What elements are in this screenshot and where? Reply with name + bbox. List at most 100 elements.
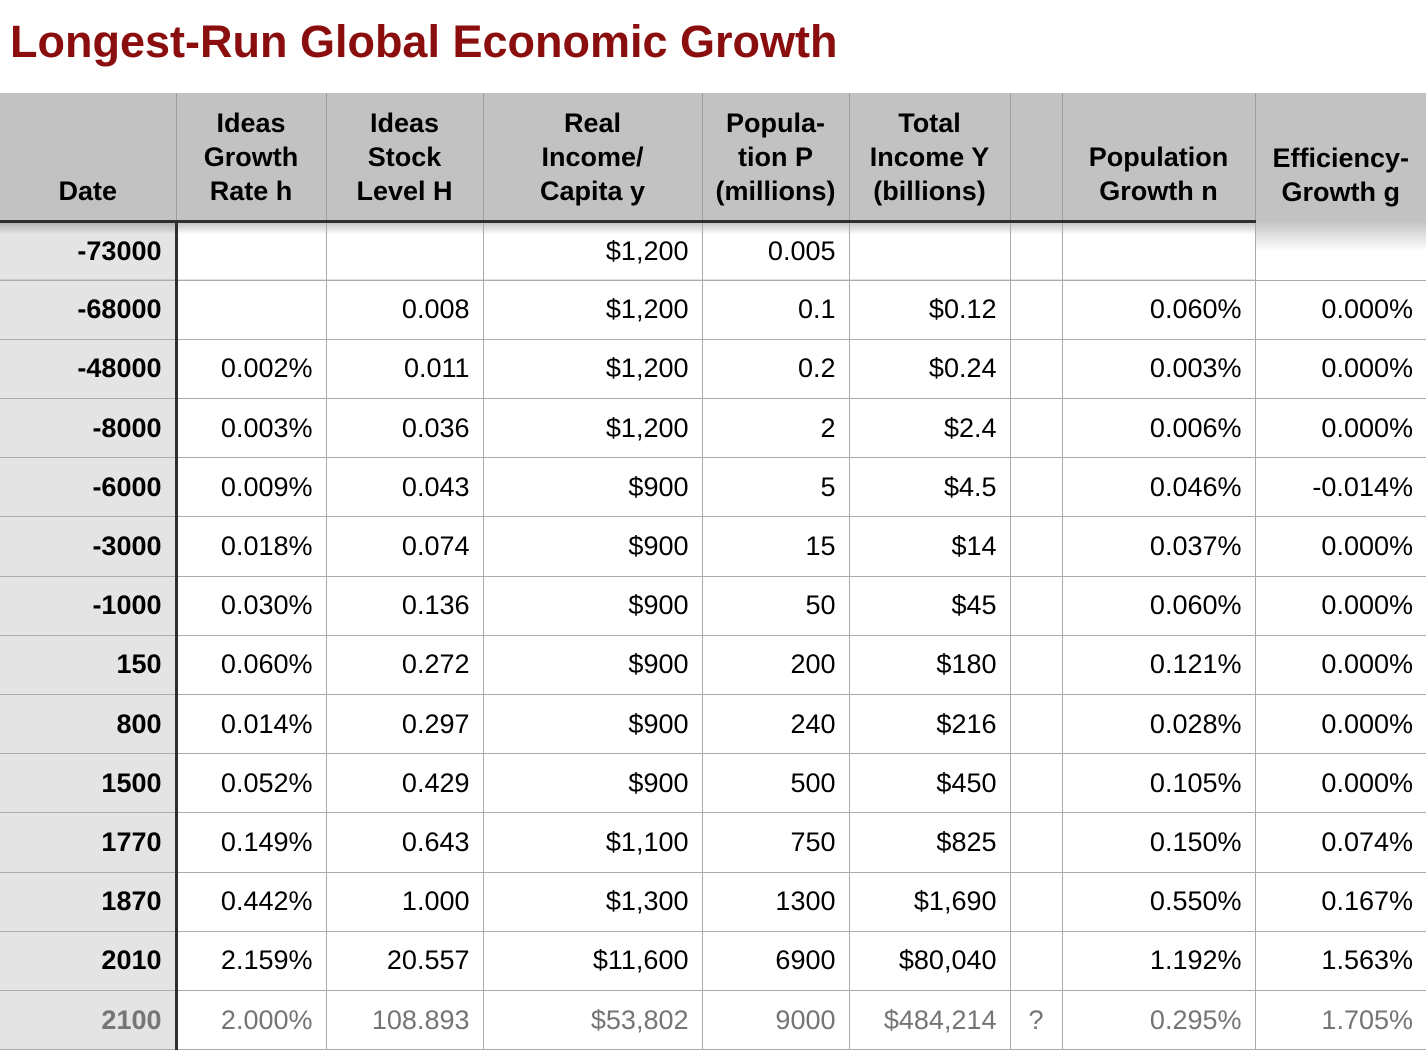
cell-population-millions: 0.005: [701, 221, 849, 281]
cell-ideas-growth-rate-h: 2.159%: [175, 931, 326, 991]
cell-population-growth-n: 0.003%: [1061, 339, 1255, 400]
cell-date: 800: [0, 694, 178, 755]
cell-total-income-billions: $825: [848, 812, 1010, 873]
cell-efficiency-growth-g: 0.074%: [1254, 812, 1426, 873]
cell-population-growth-n: 0.037%: [1061, 516, 1255, 577]
table-row: 1870 0.442% 1.000 $1,300 1300 $1,690 0.550% 0.1…: [0, 872, 1426, 932]
cell-total-income-billions: $1,690: [848, 872, 1010, 932]
cell-ideas-stock-level-H: 0.429: [325, 753, 483, 814]
cell-ideas-growth-rate-h: 0.014%: [175, 694, 326, 755]
cell-efficiency-growth-g: 0.000%: [1254, 635, 1426, 696]
cell-population-millions: 6900: [701, 931, 849, 991]
cell-real-income-per-capita: $1,200: [482, 398, 702, 459]
cell-date: -3000: [0, 516, 178, 577]
cell-real-income-per-capita: $900: [482, 516, 702, 577]
cell-ideas-stock-level-H: 0.643: [325, 812, 483, 873]
cell-total-income-billions: $216: [848, 694, 1010, 755]
cell-ideas-stock-level-H: 0.043: [325, 457, 483, 518]
col-header-ideas-stock-level: Ideas Stock Level H: [325, 93, 483, 223]
cell-spacer: [1009, 457, 1062, 518]
cell-total-income-billions: $2.4: [848, 398, 1010, 459]
cell-real-income-per-capita: $1,200: [482, 339, 702, 400]
cell-ideas-growth-rate-h: 0.003%: [175, 398, 326, 459]
cell-real-income-per-capita: $900: [482, 457, 702, 518]
cell-real-income-per-capita: $53,802: [482, 990, 702, 1051]
cell-population-millions: 1300: [701, 872, 849, 932]
col-header-efficiency-growth: Efficiency- Growth g: [1254, 93, 1426, 221]
cell-efficiency-growth-g: 0.000%: [1254, 398, 1426, 459]
table-row: 800 0.014% 0.297 $900 240 $216 0.028% 0.000%: [0, 694, 1426, 755]
cell-population-growth-n: 0.060%: [1061, 576, 1255, 636]
cell-population-growth-n: 0.006%: [1061, 398, 1255, 459]
table-row: 2100 2.000% 108.893 $53,802 9000 $484,214? 0.2…: [0, 990, 1426, 1051]
cell-efficiency-growth-g: 0.167%: [1254, 872, 1426, 932]
cell-population-millions: 750: [701, 812, 849, 873]
cell-total-income-billions: $450: [848, 753, 1010, 814]
cell-ideas-stock-level-H: [325, 221, 483, 281]
cell-total-income-billions: $0.12: [848, 280, 1010, 340]
cell-efficiency-growth-g: 0.000%: [1254, 280, 1426, 340]
cell-population-growth-n: 0.105%: [1061, 753, 1255, 814]
cell-efficiency-growth-g: 0.000%: [1254, 576, 1426, 636]
cell-ideas-growth-rate-h: 0.060%: [175, 635, 326, 696]
cell-spacer: [1009, 753, 1062, 814]
cell-ideas-growth-rate-h: 0.030%: [175, 576, 326, 636]
cell-date: 150: [0, 635, 178, 696]
cell-real-income-per-capita: $900: [482, 694, 702, 755]
page-title: Longest-Run Global Economic Growth: [10, 16, 838, 67]
table-row: -1000 0.030% 0.136 $900 50 $45 0.060% 0.000%: [0, 576, 1426, 636]
cell-ideas-growth-rate-h: 0.018%: [175, 516, 326, 577]
cell-total-income-billions: $484,214: [848, 990, 1010, 1051]
cell-total-income-billions: [848, 221, 1010, 281]
cell-population-growth-n: 0.060%: [1061, 280, 1255, 340]
table-row: 1770 0.149% 0.643 $1,100 750 $825 0.150% 0.074%: [0, 812, 1426, 873]
table-row: 2010 2.159% 20.557 $11,600 6900 $80,040 1.192%…: [0, 931, 1426, 991]
table-row: -73000 $1,200 0.005: [0, 221, 1426, 281]
table-row: -68000 0.008 $1,200 0.1 $0.12 0.060% 0.000%: [0, 280, 1426, 340]
cell-efficiency-growth-g: [1254, 221, 1426, 281]
cell-ideas-stock-level-H: 0.008: [325, 280, 483, 340]
cell-ideas-growth-rate-h: 2.000%: [175, 990, 326, 1051]
cell-real-income-per-capita: $900: [482, 753, 702, 814]
cell-population-growth-n: 1.192%: [1061, 931, 1255, 991]
cell-total-income-billions: $45: [848, 576, 1010, 636]
cell-spacer: [1009, 872, 1062, 932]
table-header: Date Ideas Growth Rate h Ideas Stock Lev…: [0, 93, 1426, 223]
cell-ideas-stock-level-H: 0.074: [325, 516, 483, 577]
cell-ideas-growth-rate-h: 0.009%: [175, 457, 326, 518]
cell-spacer: [1009, 516, 1062, 577]
cell-total-income-billions: $4.5: [848, 457, 1010, 518]
cell-population-growth-n: [1061, 221, 1255, 281]
cell-date: -68000: [0, 280, 178, 340]
growth-table: Date Ideas Growth Rate h Ideas Stock Lev…: [0, 93, 1426, 1051]
table-body: -73000 $1,200 0.005 -68000 0.008 $1,200 0.1 $0.…: [0, 221, 1426, 1051]
cell-real-income-per-capita: $1,200: [482, 280, 702, 340]
cell-date: 1870: [0, 872, 178, 932]
cell-ideas-stock-level-H: 0.136: [325, 576, 483, 636]
cell-date: 1770: [0, 812, 178, 873]
cell-total-income-billions: $14: [848, 516, 1010, 577]
table-row: -6000 0.009% 0.043 $900 5 $4.5 0.046% -0.014%: [0, 457, 1426, 518]
cell-ideas-growth-rate-h: [175, 280, 326, 340]
cell-ideas-stock-level-H: 1.000: [325, 872, 483, 932]
cell-ideas-stock-level-H: 108.893: [325, 990, 483, 1051]
cell-date: -6000: [0, 457, 178, 518]
cell-population-growth-n: 0.550%: [1061, 872, 1255, 932]
col-header-ideas-growth-rate: Ideas Growth Rate h: [175, 93, 326, 223]
cell-efficiency-growth-g: 0.000%: [1254, 339, 1426, 400]
cell-population-growth-n: 0.028%: [1061, 694, 1255, 755]
cell-efficiency-growth-g: 0.000%: [1254, 516, 1426, 577]
cell-spacer: [1009, 576, 1062, 636]
cell-ideas-stock-level-H: 0.011: [325, 339, 483, 400]
cell-date: -73000: [0, 221, 178, 281]
col-header-population: Popula- tion P (millions): [701, 93, 849, 223]
cell-population-millions: 240: [701, 694, 849, 755]
cell-population-growth-n: 0.046%: [1061, 457, 1255, 518]
cell-spacer: [1009, 635, 1062, 696]
cell-total-income-billions: $80,040: [848, 931, 1010, 991]
table-row: 150 0.060% 0.272 $900 200 $180 0.121% 0.000%: [0, 635, 1426, 696]
cell-date: -8000: [0, 398, 178, 459]
cell-population-millions: 50: [701, 576, 849, 636]
cell-spacer: [1009, 221, 1062, 281]
cell-ideas-stock-level-H: 0.036: [325, 398, 483, 459]
